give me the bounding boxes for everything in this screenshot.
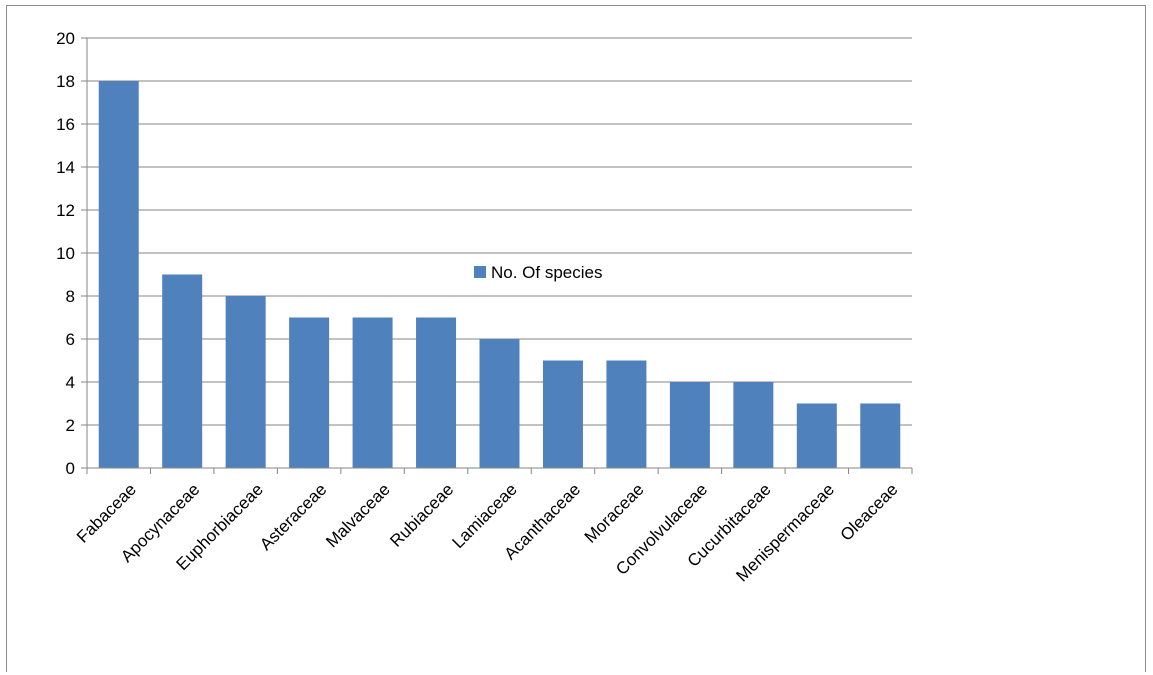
- bar: [352, 317, 393, 468]
- y-tick-label: 2: [66, 416, 75, 435]
- bar: [733, 382, 774, 468]
- x-category-label: Asteraceae: [256, 480, 330, 554]
- bar: [542, 360, 583, 468]
- bar: [669, 382, 710, 468]
- x-category-label: Malvaceae: [322, 480, 394, 552]
- bar: [289, 317, 330, 468]
- y-tick-label: 20: [56, 29, 75, 48]
- y-tick-label: 10: [56, 244, 75, 263]
- legend-swatch: [474, 266, 486, 278]
- x-category-label: Oleaceae: [837, 480, 902, 545]
- axes: [81, 37, 913, 474]
- bar: [860, 403, 901, 468]
- bar: [162, 274, 203, 468]
- y-tick-label: 6: [66, 330, 75, 349]
- x-category-labels: FabaceaeApocynaceaeEuphorbiaceaeAsterace…: [73, 480, 901, 586]
- bar: [416, 317, 457, 468]
- y-tick-label: 16: [56, 115, 75, 134]
- bars: [98, 81, 901, 468]
- bar: [796, 403, 837, 468]
- bar: [606, 360, 647, 468]
- y-tick-labels: 0 2 4 6 8 10 12 14 16 18 20: [56, 29, 75, 478]
- legend-label: No. Of species: [491, 263, 603, 282]
- x-category-label: Rubiaceae: [386, 480, 457, 551]
- bar: [98, 81, 139, 468]
- x-category-label: Moraceae: [581, 480, 648, 547]
- y-tick-label: 8: [66, 287, 75, 306]
- legend: No. Of species: [474, 263, 603, 282]
- y-tick-label: 0: [66, 459, 75, 478]
- y-tick-label: 14: [56, 158, 75, 177]
- y-tick-label: 4: [66, 373, 75, 392]
- y-tick-label: 18: [56, 72, 75, 91]
- bar: [479, 339, 520, 468]
- y-tick-label: 12: [56, 201, 75, 220]
- bar: [225, 296, 266, 468]
- x-category-label: Fabaceae: [73, 480, 140, 547]
